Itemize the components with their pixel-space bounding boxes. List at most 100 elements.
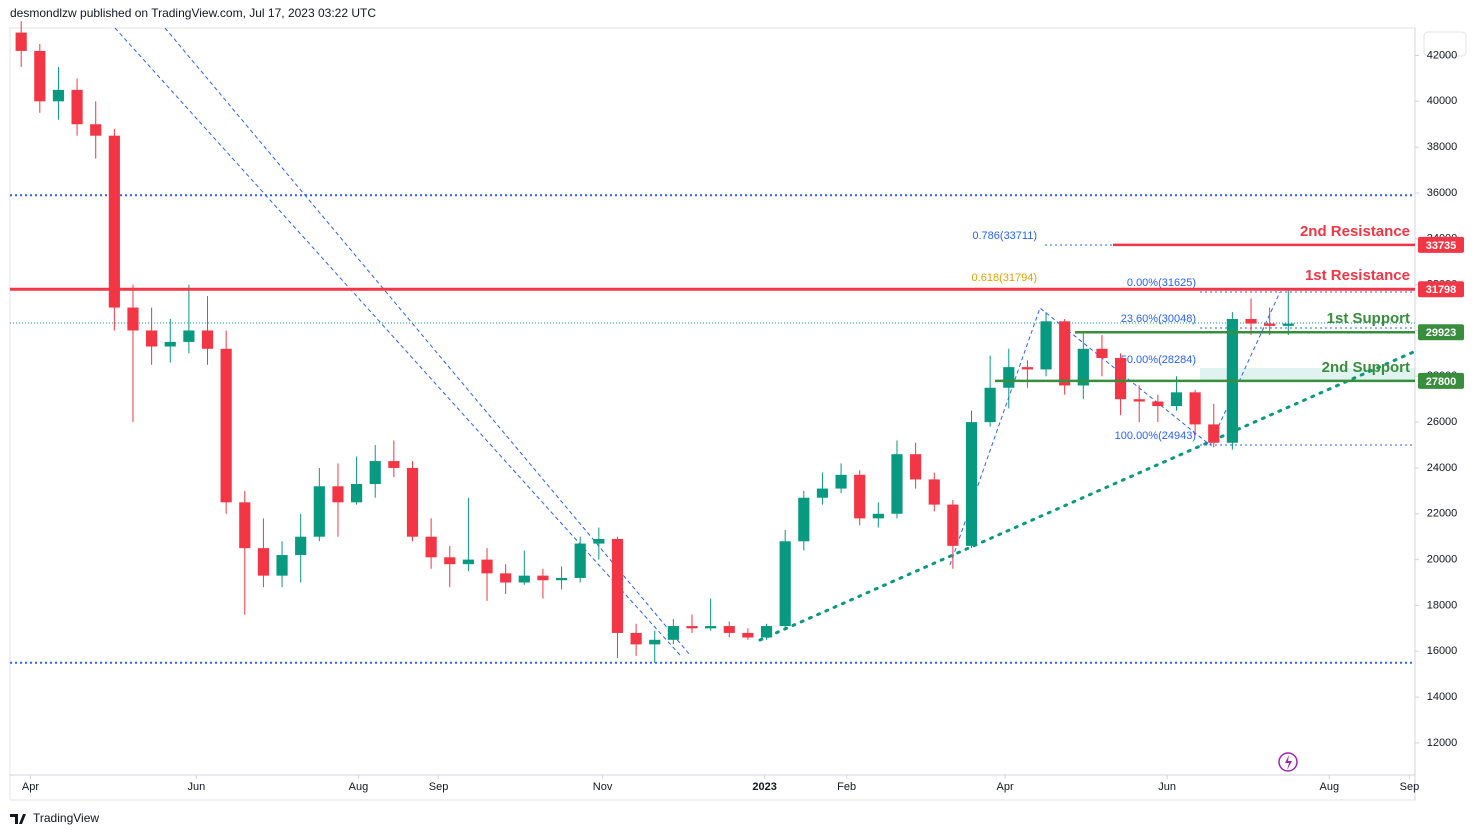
x-tick-label: Sep (1400, 781, 1420, 793)
x-tick-label: Feb (837, 781, 856, 793)
candle-body (462, 559, 474, 565)
candle-body (90, 124, 102, 136)
candle-body (257, 548, 270, 576)
candle-body (108, 135, 120, 308)
candle-body (779, 541, 791, 627)
fib-label: 50.00%(28284) (1121, 354, 1196, 366)
candle-body (201, 330, 214, 349)
replay-icon[interactable] (1278, 752, 1298, 772)
candle-body (444, 557, 456, 565)
y-tick-label: 14000 (1427, 691, 1458, 703)
y-tick-label: 24000 (1427, 462, 1458, 474)
price-tag-label: 29923 (1426, 327, 1457, 339)
candle-body (295, 536, 307, 556)
price-tag (1418, 236, 1464, 253)
candle-body (1114, 357, 1127, 400)
trend-line (114, 27, 681, 656)
x-tick-label: 2023 (752, 781, 776, 793)
x-tick-label: Aug (349, 781, 369, 793)
header-text: desmondlzw published on TradingView.com,… (10, 6, 376, 20)
candle-body (369, 461, 381, 484)
x-tick-label: Jun (187, 781, 205, 793)
x-tick-label: Jun (1158, 781, 1176, 793)
candle-body (835, 474, 847, 489)
x-tick-label: Sep (429, 781, 449, 793)
candle-body (406, 467, 419, 537)
candle-body (1003, 367, 1015, 388)
candle-body (611, 538, 624, 633)
candle-body (1245, 319, 1257, 324)
y-tick-label: 22000 (1427, 508, 1458, 520)
y-tick-label: 40000 (1427, 95, 1458, 107)
candle-body (928, 479, 940, 505)
candle-body (34, 50, 46, 102)
y-tick-label: 42000 (1427, 49, 1458, 61)
x-tick-label: Aug (1319, 781, 1339, 793)
price-tag (1418, 281, 1464, 298)
candle-body (71, 89, 83, 125)
fib-label: 0.618(31794) (972, 272, 1037, 284)
candle-body (220, 348, 232, 503)
candle-body (276, 555, 288, 576)
y-tick-label: 18000 (1427, 599, 1458, 611)
candle-body (1021, 367, 1034, 370)
x-tick-label: Apr (996, 781, 1013, 793)
price-tag-label: 27800 (1426, 376, 1457, 388)
price-tag (1418, 324, 1464, 341)
fib-label: 0.786(33711) (972, 230, 1037, 242)
candle-body (1189, 392, 1201, 425)
candle-body (239, 502, 251, 549)
candle-body (164, 341, 176, 347)
brand-logo (10, 814, 26, 824)
level-label: 2nd Support (1322, 359, 1410, 376)
candle-body (15, 32, 27, 51)
y-tick-label: 38000 (1427, 141, 1458, 153)
level-label: 1st Support (1327, 310, 1410, 327)
candle-body (854, 474, 866, 519)
footer: TradingView (10, 811, 99, 825)
candle-body (1059, 321, 1071, 386)
candle-body (1133, 399, 1145, 402)
x-tick-label: Apr (22, 781, 39, 793)
level-label: 2nd Resistance (1300, 223, 1410, 240)
fib-zone (1200, 368, 1415, 380)
candle-body (481, 559, 493, 574)
candle-body (705, 626, 717, 629)
candle-body (183, 330, 195, 342)
candle-body (1096, 348, 1108, 358)
candle-body (947, 504, 959, 546)
candle-body (760, 626, 773, 638)
price-tag (1418, 372, 1464, 389)
candle-body (798, 497, 810, 542)
candle-body (1077, 348, 1089, 386)
candle-body (351, 483, 363, 503)
candle-body (667, 626, 679, 640)
candle-body (313, 486, 325, 537)
scale-button[interactable] (1423, 31, 1467, 57)
candle-body (425, 536, 437, 558)
fib-label: 0.00%(31625) (1127, 277, 1196, 289)
candle-body (1152, 401, 1164, 407)
y-tick-label: 12000 (1427, 737, 1458, 749)
candle-body (332, 486, 344, 503)
price-tag-label: 31798 (1426, 284, 1457, 296)
candle-body (630, 632, 642, 645)
candle-body (388, 461, 400, 468)
candle-body (1170, 392, 1183, 407)
x-tick-label: Nov (593, 781, 613, 793)
trend-line (164, 27, 691, 656)
level-label: 1st Resistance (1305, 267, 1410, 284)
candle-body (537, 575, 549, 581)
fib-label: 23.60%(30048) (1121, 313, 1196, 325)
candle-body (742, 632, 754, 638)
candle-body (574, 543, 586, 578)
candle-body (52, 89, 65, 102)
y-tick-label: 20000 (1427, 554, 1458, 566)
candle-body (593, 538, 605, 544)
candle-body (872, 513, 884, 519)
layout-lines (10, 27, 1420, 656)
fib-label: 100.00%(24943) (1115, 430, 1196, 442)
candle-body (891, 454, 903, 514)
